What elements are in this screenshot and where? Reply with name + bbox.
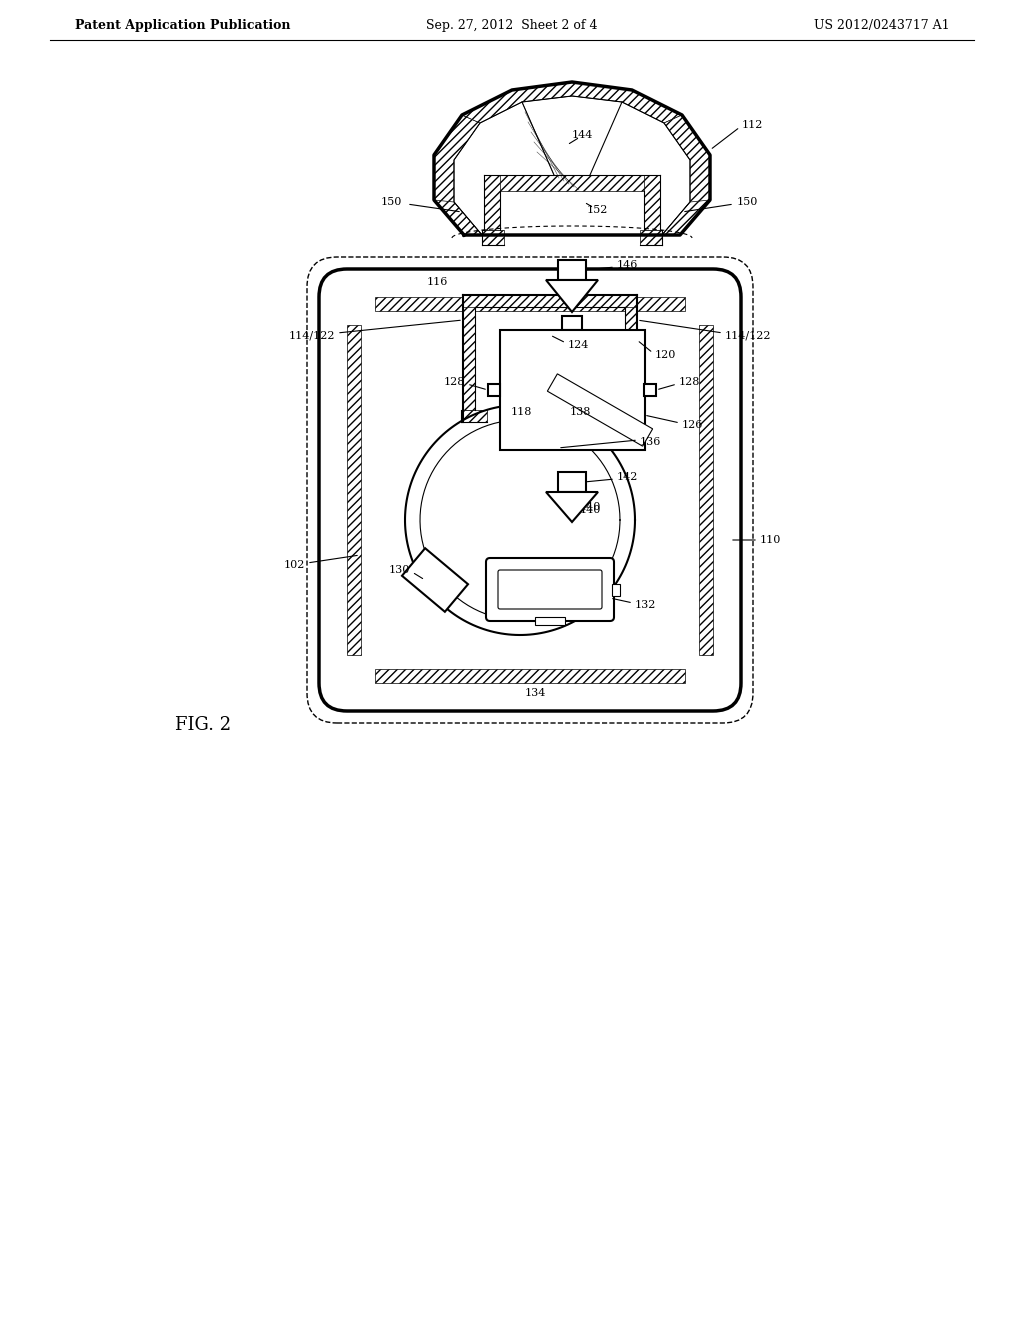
Text: 118: 118 [511, 407, 532, 417]
Polygon shape [484, 176, 500, 230]
Text: 144: 144 [571, 129, 593, 140]
Polygon shape [640, 230, 662, 246]
Polygon shape [662, 115, 710, 235]
Text: 126: 126 [682, 420, 703, 430]
Text: 124: 124 [568, 341, 590, 350]
Polygon shape [434, 115, 482, 235]
Text: 142: 142 [617, 473, 638, 482]
Polygon shape [463, 294, 637, 308]
Polygon shape [375, 669, 685, 682]
Text: Sep. 27, 2012  Sheet 2 of 4: Sep. 27, 2012 Sheet 2 of 4 [426, 18, 598, 32]
Polygon shape [482, 230, 504, 246]
Polygon shape [548, 374, 652, 446]
Polygon shape [434, 201, 482, 235]
Text: 114/122: 114/122 [725, 330, 771, 341]
Polygon shape [644, 176, 660, 230]
Text: 102: 102 [284, 560, 305, 570]
Text: 120: 120 [655, 350, 677, 360]
Polygon shape [558, 260, 586, 280]
Text: 128: 128 [679, 378, 700, 387]
Text: 138: 138 [570, 407, 592, 417]
Text: 150: 150 [737, 197, 759, 207]
Bar [535, 616, 565, 624]
Polygon shape [347, 325, 361, 655]
Text: 136: 136 [640, 437, 662, 447]
Polygon shape [699, 325, 713, 655]
Polygon shape [558, 473, 586, 492]
Text: 130: 130 [389, 565, 410, 576]
Text: 140: 140 [580, 506, 601, 515]
Polygon shape [613, 411, 639, 422]
Text: US 2012/0243717 A1: US 2012/0243717 A1 [814, 18, 950, 32]
Text: 132: 132 [635, 601, 656, 610]
Bar [644, 384, 656, 396]
Polygon shape [546, 492, 598, 521]
Text: 152: 152 [587, 205, 607, 215]
Text: 116: 116 [427, 277, 449, 286]
Bar [500, 330, 645, 450]
FancyBboxPatch shape [307, 257, 753, 723]
Text: 150: 150 [381, 197, 402, 207]
Bar [562, 315, 582, 330]
Text: 140: 140 [580, 502, 601, 512]
Text: 114/122: 114/122 [289, 330, 335, 341]
Text: Patent Application Publication: Patent Application Publication [75, 18, 291, 32]
Text: 112: 112 [742, 120, 763, 129]
Text: 134: 134 [524, 688, 546, 698]
Polygon shape [375, 297, 685, 312]
Polygon shape [662, 201, 710, 235]
Text: 110: 110 [760, 535, 781, 545]
Polygon shape [546, 280, 598, 312]
Polygon shape [484, 176, 660, 191]
FancyBboxPatch shape [498, 570, 602, 609]
Bar [612, 583, 620, 597]
Text: 128: 128 [443, 378, 465, 387]
Polygon shape [625, 294, 637, 411]
FancyBboxPatch shape [486, 558, 614, 620]
Bar [488, 384, 500, 396]
Polygon shape [402, 548, 468, 611]
Text: FIG. 2: FIG. 2 [175, 715, 231, 734]
Polygon shape [462, 82, 682, 123]
Polygon shape [461, 411, 487, 422]
Text: 146: 146 [617, 260, 638, 271]
Polygon shape [463, 294, 475, 411]
